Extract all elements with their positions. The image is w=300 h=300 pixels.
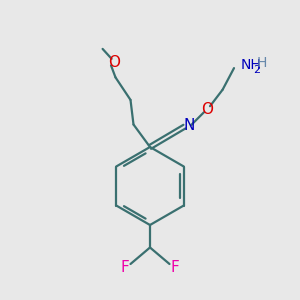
Text: 2: 2 [253, 64, 260, 75]
Text: N: N [184, 118, 195, 134]
Text: NH: NH [241, 58, 261, 72]
Text: F: F [170, 260, 179, 274]
Text: H: H [256, 56, 267, 70]
Text: O: O [108, 55, 120, 70]
Text: O: O [201, 102, 213, 117]
Text: F: F [121, 260, 130, 274]
